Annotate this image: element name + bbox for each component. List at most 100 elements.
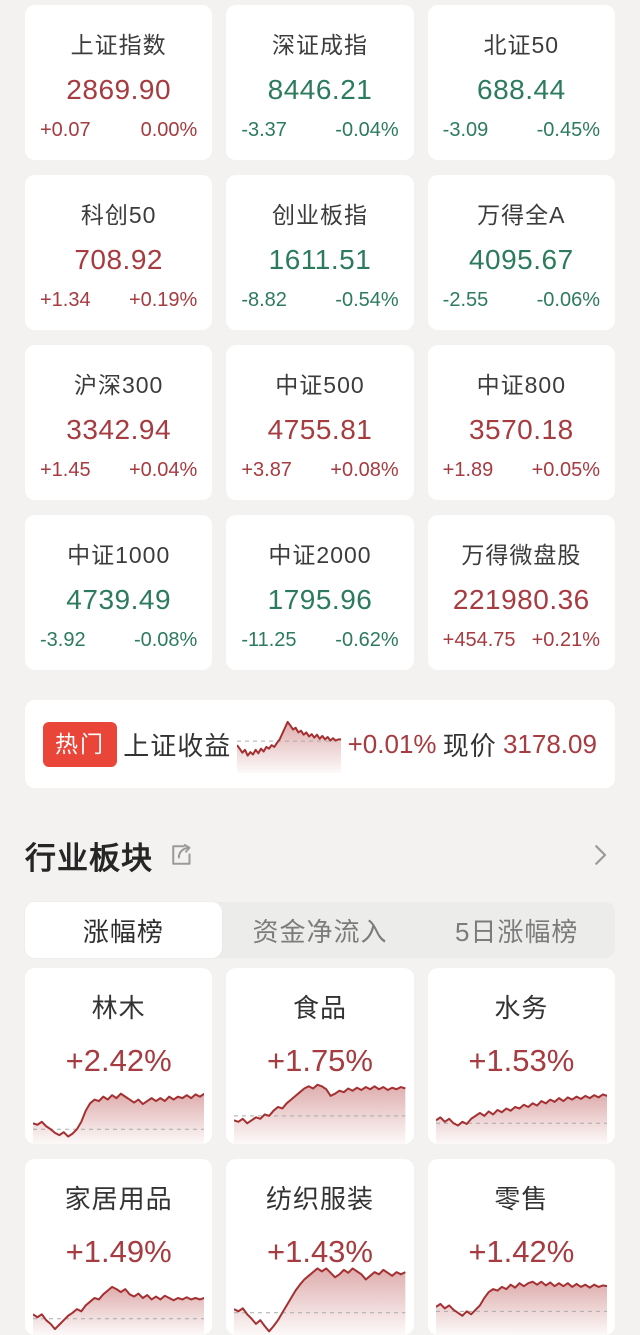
index-change: -8.82: [241, 289, 287, 311]
index-value: 708.92: [74, 243, 163, 275]
index-change: +454.75: [442, 629, 516, 651]
index-value: 4095.67: [468, 243, 574, 275]
sector-change-percent: +1.75%: [266, 1043, 373, 1078]
sector-tab[interactable]: 5日涨幅榜: [418, 902, 615, 958]
index-change-percent: +0.05%: [531, 459, 600, 481]
index-card[interactable]: 深证成指 8446.21 -3.37 -0.04%: [226, 5, 414, 160]
index-value: 221980.36: [452, 583, 590, 615]
index-change: -11.25: [241, 629, 297, 651]
index-card[interactable]: 中证2000 1795.96 -11.25 -0.62%: [226, 515, 414, 670]
sector-change-percent: +1.43%: [266, 1234, 373, 1269]
hot-price-value: 3178.09: [502, 728, 597, 759]
hot-sparkline-chart: [237, 715, 342, 773]
sector-card[interactable]: 零售 +1.42%: [427, 1159, 615, 1335]
index-card[interactable]: 万得全A 4095.67 -2.55 -0.06%: [427, 175, 615, 330]
index-change-percent: +0.19%: [128, 289, 198, 311]
index-name: 上证指数: [70, 32, 167, 58]
index-name: 北证50: [483, 32, 560, 58]
index-change: -3.09: [442, 119, 489, 141]
index-change-percent: -0.04%: [335, 119, 399, 141]
index-card[interactable]: 万得微盘股 221980.36 +454.75 +0.21%: [427, 515, 615, 670]
hot-change-percent: +0.01%: [347, 728, 437, 759]
index-value: 3342.94: [66, 413, 172, 445]
index-card[interactable]: 北证50 688.44 -3.09 -0.45%: [427, 5, 615, 160]
hot-index-name: 上证收益: [123, 730, 232, 761]
sector-change-percent: +1.53%: [468, 1043, 575, 1078]
sector-change-percent: +2.42%: [65, 1043, 172, 1078]
index-value: 688.44: [477, 73, 566, 105]
sector-sparkline-chart: [234, 1261, 406, 1335]
sector-name: 零售: [494, 1184, 549, 1214]
sector-change-percent: +1.42%: [468, 1234, 575, 1269]
index-change-row: +454.75 +0.21%: [441, 629, 602, 652]
sector-grid: 林木 +2.42% 食品 +1.75% 水务 +1.53% 家居用品 +1.49…: [25, 968, 615, 1335]
sector-card[interactable]: 水务 +1.53%: [427, 968, 615, 1144]
index-card[interactable]: 沪深300 3342.94 +1.45 +0.04%: [25, 345, 213, 500]
index-name: 中证2000: [268, 542, 372, 568]
index-name: 中证500: [275, 372, 365, 398]
sector-tab-label: 5日涨幅榜: [454, 916, 579, 947]
index-grid: 上证指数 2869.90 +0.07 0.00% 深证成指 8446.21 -3…: [25, 5, 615, 670]
chevron-right-icon[interactable]: [585, 840, 615, 870]
index-change: -2.55: [442, 289, 489, 311]
index-name: 科创50: [80, 202, 157, 228]
index-change-percent: -0.06%: [536, 289, 600, 311]
sector-name: 纺织服装: [265, 1184, 374, 1214]
index-change-percent: 0.00%: [140, 119, 198, 141]
sector-name: 林木: [91, 993, 146, 1023]
sector-name: 食品: [292, 993, 347, 1023]
sector-tab[interactable]: 资金净流入: [222, 902, 419, 958]
index-change-row: -2.55 -0.06%: [441, 289, 602, 312]
index-name: 创业板指: [271, 202, 368, 228]
sector-card[interactable]: 纺织服装 +1.43%: [226, 1159, 414, 1335]
index-change-percent: +0.21%: [531, 629, 600, 651]
sector-tab[interactable]: 涨幅榜: [25, 902, 222, 958]
index-card[interactable]: 中证800 3570.18 +1.89 +0.05%: [427, 345, 615, 500]
hot-price-label: 现价: [442, 730, 497, 761]
sector-change-percent: +1.49%: [65, 1234, 172, 1269]
index-name: 万得微盘股: [461, 542, 582, 568]
index-name: 中证800: [476, 372, 566, 398]
index-name: 万得全A: [477, 202, 566, 228]
sector-sparkline-chart: [33, 1261, 205, 1335]
index-change-row: +3.87 +0.08%: [239, 459, 400, 482]
index-change-row: +1.34 +0.19%: [38, 289, 199, 312]
index-change-row: -11.25 -0.62%: [239, 629, 400, 652]
index-change-percent: -0.08%: [133, 629, 198, 651]
index-card[interactable]: 科创50 708.92 +1.34 +0.19%: [25, 175, 213, 330]
index-change: +1.34: [40, 289, 91, 311]
index-change-percent: -0.62%: [335, 629, 399, 651]
hot-index-row[interactable]: 热门 上证收益 +0.01% 现价 3178.09: [25, 700, 615, 788]
index-change-row: +1.89 +0.05%: [441, 459, 602, 482]
index-change: +3.87: [241, 459, 292, 481]
index-change-percent: -0.54%: [335, 289, 399, 311]
index-card[interactable]: 中证500 4755.81 +3.87 +0.08%: [226, 345, 414, 500]
sector-tab-label: 资金净流入: [252, 916, 388, 947]
index-card[interactable]: 创业板指 1611.51 -8.82 -0.54%: [226, 175, 414, 330]
sector-card[interactable]: 食品 +1.75%: [226, 968, 414, 1144]
sector-sparkline-chart: [33, 1070, 205, 1144]
index-value: 1795.96: [267, 583, 373, 615]
index-change: -3.37: [241, 119, 287, 141]
index-change: -3.92: [40, 629, 86, 651]
index-change: +1.89: [442, 459, 494, 481]
sector-sparkline-chart: [435, 1070, 607, 1144]
section-title: 行业板块: [25, 840, 153, 876]
index-change-row: +0.07 0.00%: [38, 119, 199, 142]
index-change-percent: -0.45%: [536, 119, 600, 141]
index-change-percent: +0.08%: [330, 459, 399, 481]
index-change-row: -3.09 -0.45%: [441, 119, 602, 142]
index-value: 1611.51: [268, 243, 372, 275]
sector-tabbar: 涨幅榜 资金净流入 5日涨幅榜: [25, 902, 615, 958]
sector-tab-label: 涨幅榜: [82, 916, 164, 947]
sector-card[interactable]: 林木 +2.42%: [25, 968, 213, 1144]
share-icon[interactable]: [167, 840, 197, 870]
sector-sparkline-chart: [234, 1070, 406, 1144]
index-value: 3570.18: [468, 413, 574, 445]
hot-badge: 热门: [43, 721, 117, 767]
index-card[interactable]: 中证1000 4739.49 -3.92 -0.08%: [25, 515, 213, 670]
sector-card[interactable]: 家居用品 +1.49%: [25, 1159, 213, 1335]
index-value: 4755.81: [267, 413, 373, 445]
index-card[interactable]: 上证指数 2869.90 +0.07 0.00%: [25, 5, 213, 160]
